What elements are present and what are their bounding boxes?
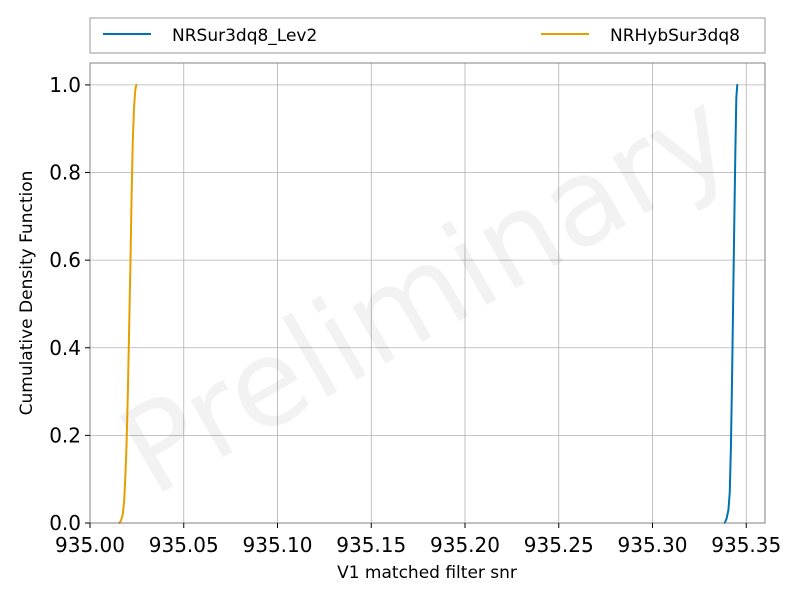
x-tick-label: 935.10 <box>243 533 313 557</box>
y-tick-label: 0.4 <box>49 336 81 360</box>
x-tick-label: 935.05 <box>149 533 219 557</box>
x-tick-label: 935.20 <box>430 533 500 557</box>
plot-frame <box>89 62 766 524</box>
x-tick-label: 935.00 <box>55 533 125 557</box>
y-axis-title: Cumulative Density Function <box>17 171 37 416</box>
y-tick-label: 0.2 <box>49 423 81 447</box>
y-tick-label: 0.0 <box>49 511 81 535</box>
y-tick-label: 0.6 <box>49 248 81 272</box>
y-tick-label: 0.8 <box>49 161 81 185</box>
series-line-nrhybsur3dq8 <box>118 83 138 524</box>
x-tick-label: 935.30 <box>618 533 688 557</box>
legend-label-nrhyb: NRHybSur3dq8 <box>610 26 740 46</box>
series-layer <box>118 83 739 524</box>
legend-frame <box>89 17 766 54</box>
y-axis: 0.0 0.2 0.4 0.6 0.8 1.0 <box>49 73 90 535</box>
legend-label-nrsur: NRSur3dq8_Lev2 <box>172 26 317 46</box>
y-tick-label: 1.0 <box>49 73 81 97</box>
legend: NRSur3dq8_Lev2 NRHybSur3dq8 <box>89 17 766 54</box>
x-tick-label: 935.25 <box>524 533 594 557</box>
series-line-nrsur3dq8-lev2 <box>723 83 739 524</box>
x-tick-label: 935.15 <box>336 533 406 557</box>
x-axis-title: V1 matched filter snr <box>337 563 517 583</box>
x-axis: 935.00 935.05 935.10 935.15 935.20 935.25 935.… <box>55 523 781 557</box>
x-tick-label: 935.35 <box>711 533 781 557</box>
